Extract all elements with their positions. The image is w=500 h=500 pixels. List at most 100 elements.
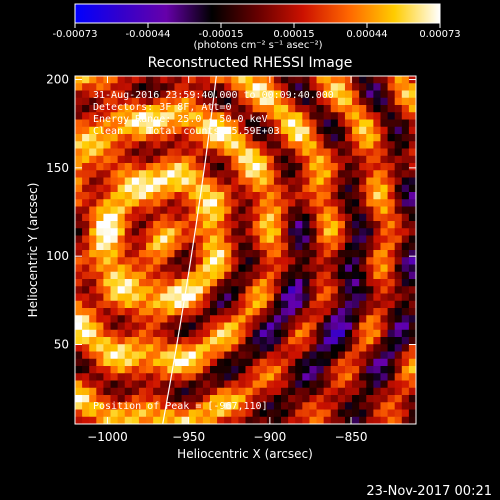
heatmap-cell	[387, 134, 396, 142]
heatmap-cell	[124, 148, 133, 157]
heatmap-cell	[373, 163, 381, 171]
heatmap-cell	[238, 192, 246, 200]
heatmap-cell	[281, 228, 289, 236]
heatmap-cell	[323, 76, 332, 84]
heatmap-cell	[209, 134, 218, 142]
heatmap-cell	[117, 279, 126, 287]
heatmap-cell	[75, 141, 83, 149]
heatmap-cell	[259, 308, 268, 316]
heatmap-cell	[252, 112, 261, 120]
heatmap-cell	[401, 322, 410, 331]
heatmap-cell	[373, 322, 381, 331]
heatmap-cell	[174, 134, 182, 142]
heatmap-cell	[146, 286, 154, 294]
heatmap-cell	[309, 409, 317, 418]
heatmap-cell	[323, 192, 332, 200]
heatmap-cell	[337, 264, 346, 273]
heatmap-cell	[174, 148, 182, 157]
heatmap-cell	[337, 199, 346, 207]
heatmap-cell	[288, 300, 296, 309]
heatmap-cell	[89, 112, 97, 120]
heatmap-cell	[231, 105, 239, 113]
heatmap-cell	[195, 119, 204, 128]
heatmap-cell	[153, 83, 161, 91]
heatmap-cell	[231, 257, 239, 265]
heatmap-cell	[153, 373, 161, 381]
heatmap-cell	[110, 184, 119, 193]
heatmap-cell	[281, 409, 289, 418]
heatmap-cell	[167, 250, 175, 258]
heatmap-cell	[401, 402, 410, 410]
heatmap-cell	[82, 380, 90, 389]
heatmap-cell	[344, 395, 353, 403]
heatmap-cell	[387, 344, 396, 352]
heatmap-cell	[131, 402, 140, 410]
heatmap-cell	[387, 250, 396, 258]
heatmap-cell	[352, 373, 360, 381]
heatmap-cell	[195, 395, 204, 403]
heatmap-cell	[124, 344, 133, 352]
heatmap-cell	[401, 76, 410, 84]
heatmap-cell	[394, 112, 403, 120]
heatmap-cell	[288, 90, 296, 99]
heatmap-cell	[352, 83, 360, 91]
heatmap-cell	[323, 105, 332, 113]
heatmap-cell	[373, 155, 381, 164]
heatmap-cell	[387, 126, 396, 135]
heatmap-cell	[224, 409, 232, 418]
heatmap-cell	[344, 148, 353, 157]
heatmap-cell	[401, 315, 410, 323]
heatmap-cell	[295, 206, 303, 215]
heatmap-cell	[202, 221, 211, 229]
heatmap-cell	[181, 134, 190, 142]
heatmap-cell	[359, 112, 367, 120]
heatmap-cell	[174, 264, 182, 273]
heatmap-cell	[273, 76, 282, 84]
heatmap-cell	[401, 308, 410, 316]
heatmap-cell	[117, 228, 126, 236]
heatmap-cell	[82, 199, 90, 207]
heatmap-cell	[337, 228, 346, 236]
heatmap-cell	[138, 337, 147, 345]
heatmap-cell	[408, 148, 416, 157]
heatmap-cell	[401, 119, 410, 128]
heatmap-cell	[202, 155, 211, 164]
heatmap-cell	[387, 395, 396, 403]
heatmap-cell	[316, 119, 325, 128]
heatmap-cell	[131, 300, 140, 309]
heatmap-cell	[387, 148, 396, 157]
heatmap-cell	[408, 235, 416, 244]
heatmap-cell	[174, 221, 182, 229]
heatmap-cell	[96, 409, 104, 418]
heatmap-cell	[252, 315, 261, 323]
heatmap-cell	[75, 221, 83, 229]
heatmap-cell	[323, 395, 332, 403]
heatmap-cell	[330, 264, 339, 273]
heatmap-cell	[231, 199, 239, 207]
heatmap-cell	[288, 308, 296, 316]
heatmap-cell	[153, 206, 161, 215]
heatmap-cell	[153, 250, 161, 258]
heatmap-cell	[124, 286, 133, 294]
heatmap-cell	[181, 170, 190, 178]
heatmap-cell	[217, 308, 225, 316]
heatmap-cell	[380, 351, 388, 360]
heatmap-cell	[209, 344, 218, 352]
heatmap-cell	[309, 373, 317, 381]
heatmap-cell	[138, 235, 147, 244]
heatmap-cell	[124, 134, 133, 142]
heatmap-cell	[266, 192, 275, 200]
heatmap-cell	[316, 250, 325, 258]
heatmap-cell	[394, 395, 403, 403]
heatmap-cell	[195, 271, 204, 280]
heatmap-cell	[337, 315, 346, 323]
heatmap-cell	[373, 148, 381, 157]
heatmap-cell	[266, 170, 275, 178]
heatmap-cell	[323, 235, 332, 244]
heatmap-cell	[295, 126, 303, 135]
heatmap-cell	[138, 155, 147, 164]
heatmap-cell	[323, 337, 332, 345]
heatmap-cell	[117, 257, 126, 265]
heatmap-cell	[302, 358, 310, 367]
heatmap-cell	[344, 235, 353, 244]
